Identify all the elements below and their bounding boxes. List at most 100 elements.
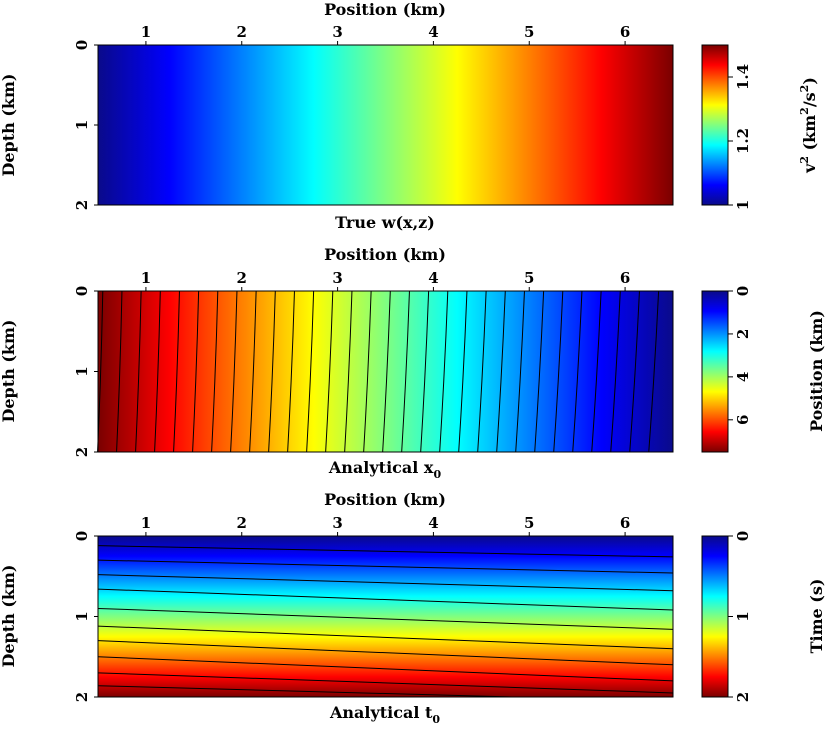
colorbar-1: [701, 44, 729, 206]
x0-contour: [230, 290, 238, 453]
ytick-label: 0: [73, 40, 91, 50]
xtick-label: 1: [141, 269, 151, 287]
xlabel-3: Position (km): [324, 490, 446, 509]
x0-contour: [344, 290, 353, 453]
xtick-label: 3: [332, 23, 342, 41]
panel-true-w: Position (km) Depth (km) 1 2 3 4 5 6 0 1 2 True…: [0, 0, 819, 232]
panel-analytical-t0: Position (km) Depth (km) 1 2 3 4 5 6 0 1 2 Anal…: [0, 490, 826, 726]
x0-contour: [610, 290, 621, 453]
title-2: Analytical x0: [328, 458, 442, 481]
ylabel-3: Depth (km): [0, 565, 18, 668]
colorbar-tick-label: 1.2: [734, 128, 752, 154]
colorbar-3: [701, 535, 729, 698]
colorbar-label-3: Time (s): [807, 579, 826, 654]
xtick-label: 4: [428, 514, 438, 532]
colorbar-2: [701, 290, 729, 453]
xticks-3: 1 2 3 4 5 6: [141, 514, 630, 536]
x0-contour: [192, 290, 200, 453]
xtick-label: 3: [332, 514, 342, 532]
x0-contour: [458, 290, 468, 453]
xtick-label: 5: [524, 514, 534, 532]
t0-contour: [97, 625, 674, 650]
xtick-label: 1: [141, 23, 151, 41]
x0-contour: [515, 290, 525, 453]
x0-contour: [591, 290, 602, 453]
colorbar-tick-label: 1: [734, 611, 752, 621]
title-1: True w(x,z): [335, 213, 435, 232]
t0-contour: [97, 607, 674, 630]
colorbar-tick-label: 1: [734, 200, 752, 210]
heatmap-2-frame: [97, 290, 674, 453]
xtick-label: 6: [620, 514, 630, 532]
heatmap-2: [98, 291, 673, 452]
yticks-1: 0 1 2: [73, 40, 98, 210]
t0-contour: [97, 574, 674, 592]
xticks-1: 1 2 3 4 5 6: [141, 23, 630, 45]
x0-contour: [629, 290, 640, 453]
xtick-label: 2: [237, 23, 247, 41]
t0-contour: [97, 559, 674, 574]
x0-contour: [173, 290, 180, 453]
x0-contour: [363, 290, 372, 453]
heatmap-1: [97, 44, 674, 206]
x0-contour: [572, 290, 583, 453]
xtick-label: 4: [428, 269, 438, 287]
colorbar-tick-label: 2: [734, 329, 752, 339]
xtick-label: 1: [141, 514, 151, 532]
x0-contour: [306, 290, 315, 453]
x0-contour: [648, 290, 660, 453]
xtick-label: 3: [332, 269, 342, 287]
colorbar-ticks-3: 0 1 2: [728, 531, 752, 702]
ytick-label: 1: [73, 366, 91, 376]
x0-contour: [477, 290, 487, 453]
x0-contour: [268, 290, 276, 453]
xtick-label: 5: [524, 23, 534, 41]
yticks-3: 0 1 2: [73, 531, 98, 702]
xtick-label: 2: [237, 514, 247, 532]
xtick-label: 4: [428, 23, 438, 41]
x0-contour: [534, 290, 545, 453]
contours-3: [97, 545, 674, 698]
colorbar-tick-label: 4: [734, 372, 752, 382]
colorbar-label-2: Position (km): [807, 310, 826, 432]
ytick-label: 0: [73, 286, 91, 296]
colorbar-ticks-1: 1 1.2 1.4: [728, 64, 752, 210]
ytick-label: 1: [73, 120, 91, 130]
t0-contour: [97, 588, 674, 611]
ytick-label: 2: [73, 447, 91, 457]
colorbar-label-1: v2 (km2/s2): [798, 77, 819, 174]
title-3: Analytical t0: [329, 703, 440, 726]
x0-contour: [154, 290, 161, 453]
colorbar-tick-label: 6: [734, 415, 752, 425]
ytick-label: 2: [73, 692, 91, 702]
xtick-label: 5: [524, 269, 534, 287]
x0-contour: [382, 290, 391, 453]
t0-contour: [97, 656, 674, 682]
x0-contour: [116, 290, 123, 453]
colorbar-tick-label: 0: [734, 531, 752, 541]
colorbar-tick-label: 0: [734, 286, 752, 296]
xlabel-1: Position (km): [324, 0, 446, 19]
heatmap-3: [98, 536, 673, 697]
ylabel-2: Depth (km): [0, 320, 18, 423]
t0-contour: [97, 685, 513, 698]
x0-contour: [496, 290, 506, 453]
panel-analytical-x0: Position (km) Depth (km) 1 2 3 4 5 6 0 1 2 Anal…: [0, 245, 826, 481]
ytick-label: 1: [73, 611, 91, 621]
xtick-label: 6: [620, 23, 630, 41]
heatmap-3-frame: [97, 535, 674, 698]
x0-contour: [401, 290, 410, 453]
xtick-label: 6: [620, 269, 630, 287]
ylabel-1: Depth (km): [0, 74, 18, 177]
contours-2: [97, 290, 660, 453]
ytick-label: 0: [73, 531, 91, 541]
yticks-2: 0 1 2: [73, 286, 98, 457]
x0-contour: [287, 290, 295, 453]
x0-contour: [420, 290, 430, 453]
ytick-label: 2: [73, 200, 91, 210]
xlabel-2: Position (km): [324, 245, 446, 264]
x0-contour: [439, 290, 449, 453]
t0-contour: [97, 545, 674, 558]
xtick-label: 2: [237, 269, 247, 287]
